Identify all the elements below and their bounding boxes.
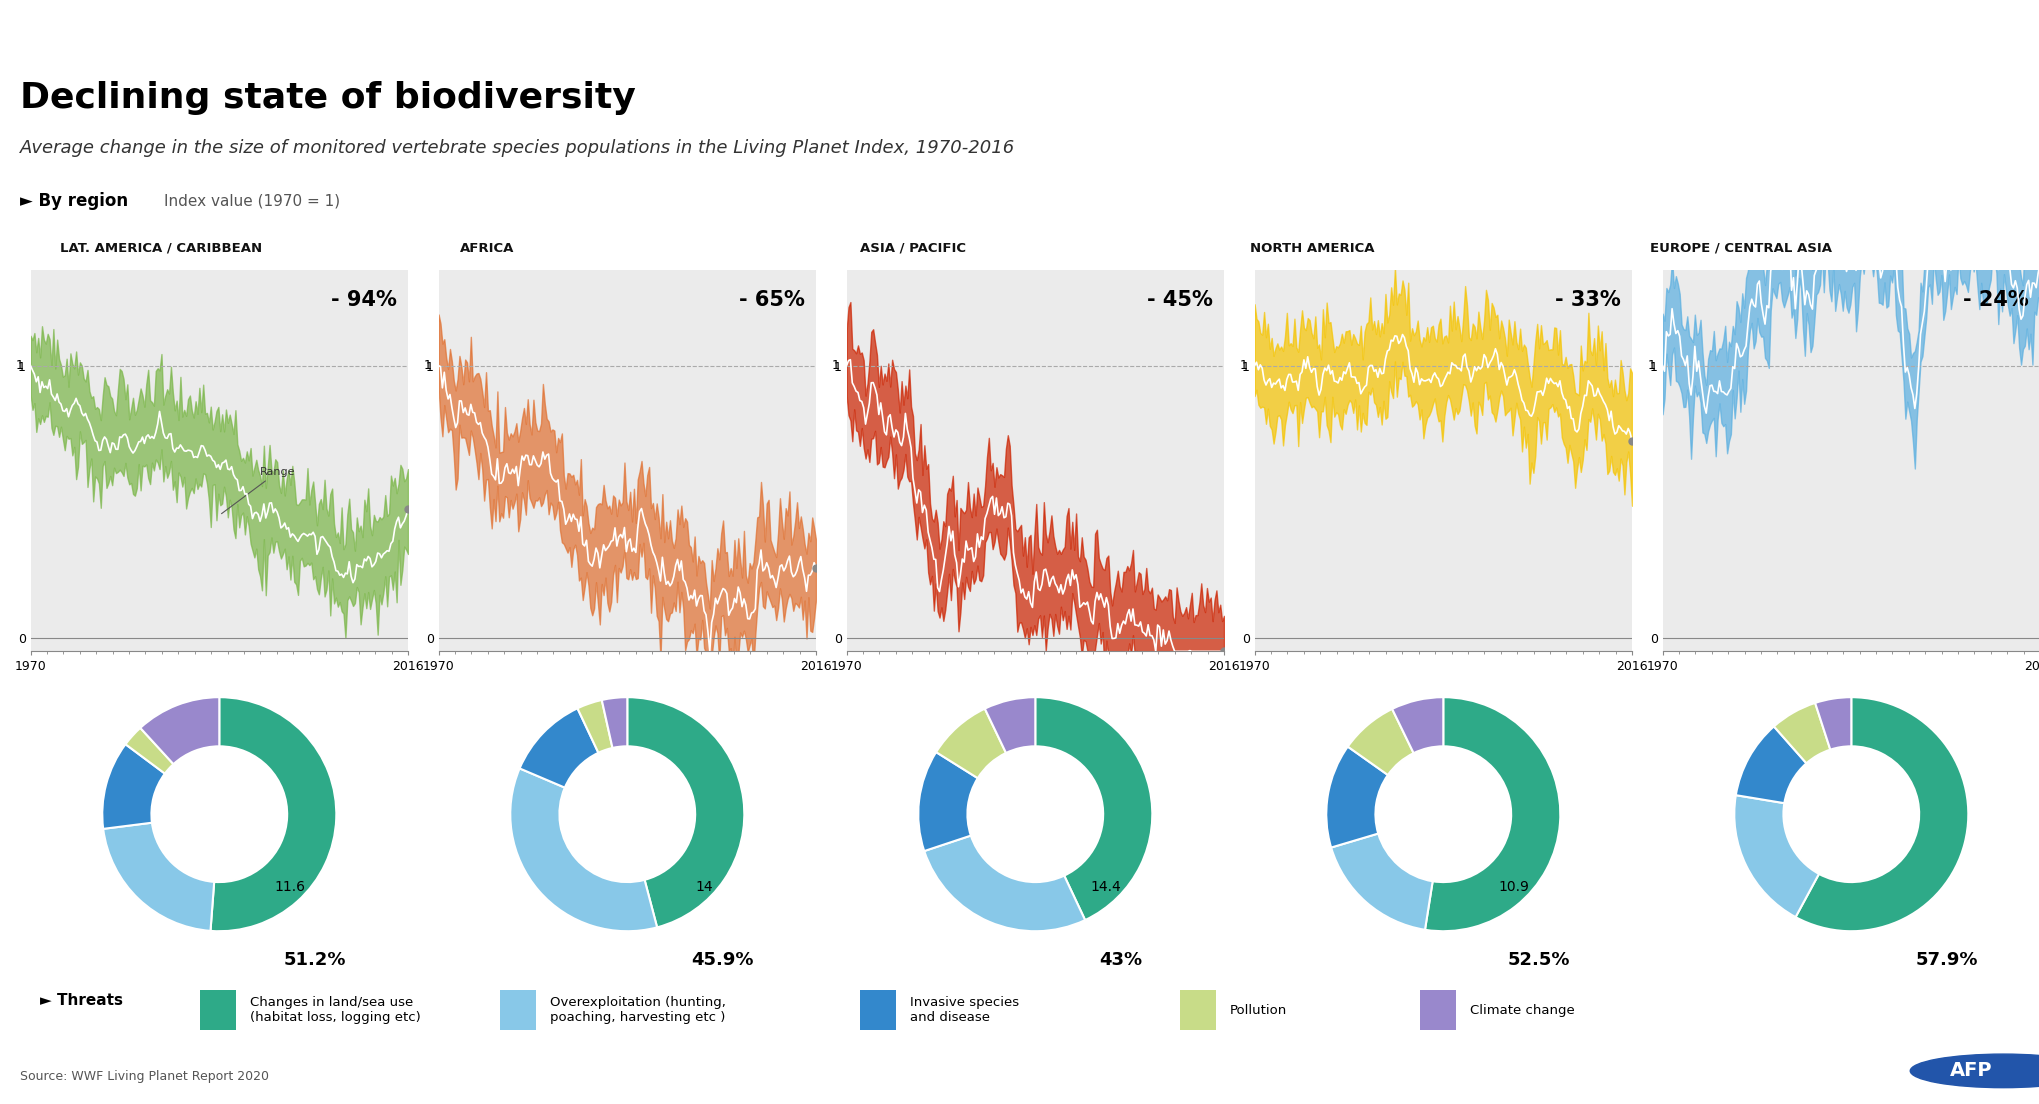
Wedge shape	[1735, 726, 1805, 804]
Text: 51.2%: 51.2%	[283, 952, 347, 969]
Wedge shape	[918, 752, 977, 851]
Text: 10.9: 10.9	[1499, 880, 1529, 894]
Wedge shape	[510, 768, 657, 931]
Text: - 24%: - 24%	[1962, 289, 2027, 309]
Text: 43%: 43%	[1099, 952, 1142, 969]
Wedge shape	[1794, 698, 1968, 931]
Text: 1: 1	[422, 359, 430, 372]
Wedge shape	[126, 728, 173, 774]
Text: LAT. AMERICA / CARIBBEAN: LAT. AMERICA / CARIBBEAN	[61, 242, 263, 255]
Text: - 33%: - 33%	[1554, 289, 1619, 309]
Text: Declining state of biodiversity: Declining state of biodiversity	[20, 82, 636, 116]
Wedge shape	[1774, 703, 1829, 763]
Wedge shape	[1391, 698, 1442, 753]
Wedge shape	[210, 698, 336, 931]
Text: Source: WWF Living Planet Report 2020: Source: WWF Living Planet Report 2020	[20, 1070, 269, 1083]
Wedge shape	[577, 700, 612, 753]
Text: - 45%: - 45%	[1146, 289, 1211, 309]
Wedge shape	[1425, 698, 1560, 931]
Text: Climate change: Climate change	[1468, 1004, 1574, 1017]
Text: 1: 1	[830, 359, 838, 372]
Wedge shape	[626, 698, 744, 927]
Text: 11.6: 11.6	[275, 880, 306, 894]
Text: ASIA / PACIFIC: ASIA / PACIFIC	[860, 242, 966, 255]
Wedge shape	[1733, 795, 1819, 917]
FancyBboxPatch shape	[860, 990, 895, 1030]
Wedge shape	[985, 698, 1036, 753]
Text: EUROPE / CENTRAL ASIA: EUROPE / CENTRAL ASIA	[1650, 242, 1831, 255]
Wedge shape	[924, 836, 1085, 932]
Text: AFP: AFP	[1949, 1061, 1992, 1081]
Text: NORTH AMERICA: NORTH AMERICA	[1250, 242, 1374, 255]
Text: 1: 1	[1238, 359, 1246, 372]
Wedge shape	[1331, 834, 1431, 930]
FancyBboxPatch shape	[500, 990, 536, 1030]
Text: Pollution: Pollution	[1230, 1004, 1287, 1017]
Text: 1: 1	[14, 359, 22, 372]
Text: ► Threats: ► Threats	[41, 992, 122, 1008]
Text: AFRICA: AFRICA	[461, 242, 514, 255]
Wedge shape	[602, 698, 628, 749]
Text: - 65%: - 65%	[738, 289, 803, 309]
Text: 57.9%: 57.9%	[1915, 952, 1978, 969]
Wedge shape	[936, 709, 1005, 778]
Text: 14.4: 14.4	[1091, 880, 1121, 894]
Wedge shape	[1034, 698, 1152, 920]
Text: 1: 1	[1645, 359, 1654, 372]
FancyBboxPatch shape	[1179, 990, 1215, 1030]
FancyBboxPatch shape	[200, 990, 237, 1030]
Text: - 94%: - 94%	[330, 289, 396, 309]
Text: Index value (1970 = 1): Index value (1970 = 1)	[165, 194, 341, 209]
Text: Changes in land/sea use
(habitat loss, logging etc): Changes in land/sea use (habitat loss, l…	[251, 996, 420, 1025]
Text: Overexploitation (hunting,
poaching, harvesting etc ): Overexploitation (hunting, poaching, har…	[551, 996, 726, 1025]
Wedge shape	[1348, 709, 1413, 775]
FancyBboxPatch shape	[1419, 990, 1456, 1030]
Wedge shape	[104, 822, 214, 931]
Wedge shape	[1325, 746, 1387, 848]
Wedge shape	[102, 744, 165, 829]
Text: 45.9%: 45.9%	[691, 952, 754, 969]
Circle shape	[1909, 1054, 2039, 1087]
Text: Average change in the size of monitored vertebrate species populations in the Li: Average change in the size of monitored …	[20, 139, 1015, 157]
Text: Invasive species
and disease: Invasive species and disease	[909, 996, 1020, 1025]
Text: 14: 14	[695, 880, 714, 894]
Wedge shape	[141, 698, 220, 764]
Wedge shape	[520, 709, 597, 787]
Text: 52.5%: 52.5%	[1507, 952, 1570, 969]
Wedge shape	[1815, 698, 1851, 750]
Text: Range: Range	[222, 467, 296, 513]
Text: ► By region: ► By region	[20, 192, 128, 211]
